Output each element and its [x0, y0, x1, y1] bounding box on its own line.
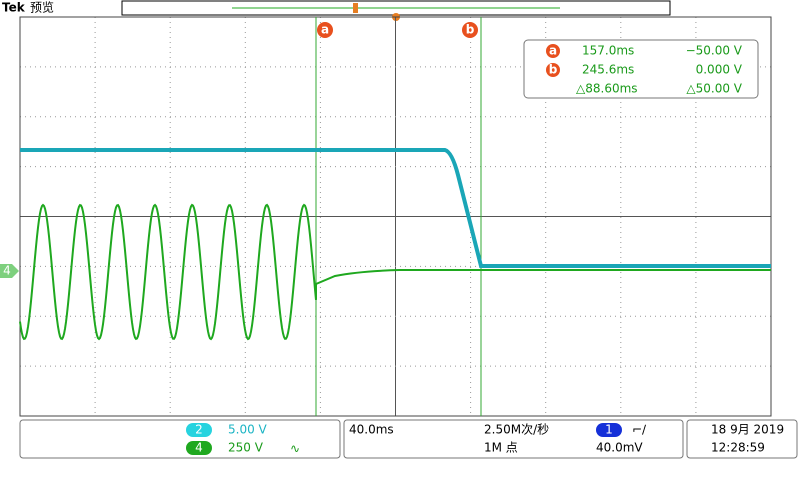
readout-badge-label: b [549, 63, 558, 77]
channel-4-id: 4 [195, 441, 203, 455]
trigger-level: 40.0mV [596, 441, 643, 455]
readout-time: 157.0ms [582, 44, 634, 58]
trigger-source: 1 [605, 423, 613, 437]
cursor-readout [523, 39, 759, 99]
sample-rate: 2.50M次/秒 [484, 423, 549, 437]
clock-panel [686, 419, 798, 459]
channel-4-scale: 250 V [228, 441, 264, 455]
cursor-b-label: b [466, 23, 475, 37]
date: 18 9月 2019 [711, 423, 784, 437]
ground-marker [0, 264, 19, 278]
ground-marker-label: 4 [3, 264, 11, 278]
channel-4-trace [19, 203, 771, 341]
trigger-source-badge [596, 423, 622, 437]
readout-badge [546, 44, 560, 58]
readout-badge-label: a [549, 44, 557, 58]
readout-badge [546, 63, 560, 77]
record-length: 1M 点 [484, 441, 518, 455]
readout-value: 0.000 V [696, 63, 743, 77]
time: 12:28:59 [711, 441, 765, 455]
channel-4-coupling: ∿ [290, 442, 300, 456]
readout-time: 245.6ms [582, 63, 634, 77]
trigger-position [353, 3, 358, 13]
channel-4-badge [186, 441, 212, 455]
graticule-border [19, 16, 772, 417]
channel-2-scale: 5.00 V [228, 423, 268, 437]
cursor-a-label: a [321, 23, 329, 37]
readout-delta-value: △50.00 V [686, 82, 742, 96]
horizontal-scale: 40.0ms [349, 423, 394, 437]
readout-value: −50.00 V [686, 44, 743, 58]
channel-2-badge [186, 423, 212, 437]
channel-panel [19, 419, 341, 459]
brand: Tek [2, 1, 26, 15]
trigger-slope: ⌐∕ [632, 423, 647, 437]
cursor-a-badge [317, 22, 333, 38]
channel-2-trace [20, 148, 771, 268]
channel-2-id: 2 [195, 423, 203, 437]
readout-delta-time: △88.60ms [576, 82, 638, 96]
mode: 预览 [30, 0, 54, 15]
cursor-b-badge [462, 22, 478, 38]
